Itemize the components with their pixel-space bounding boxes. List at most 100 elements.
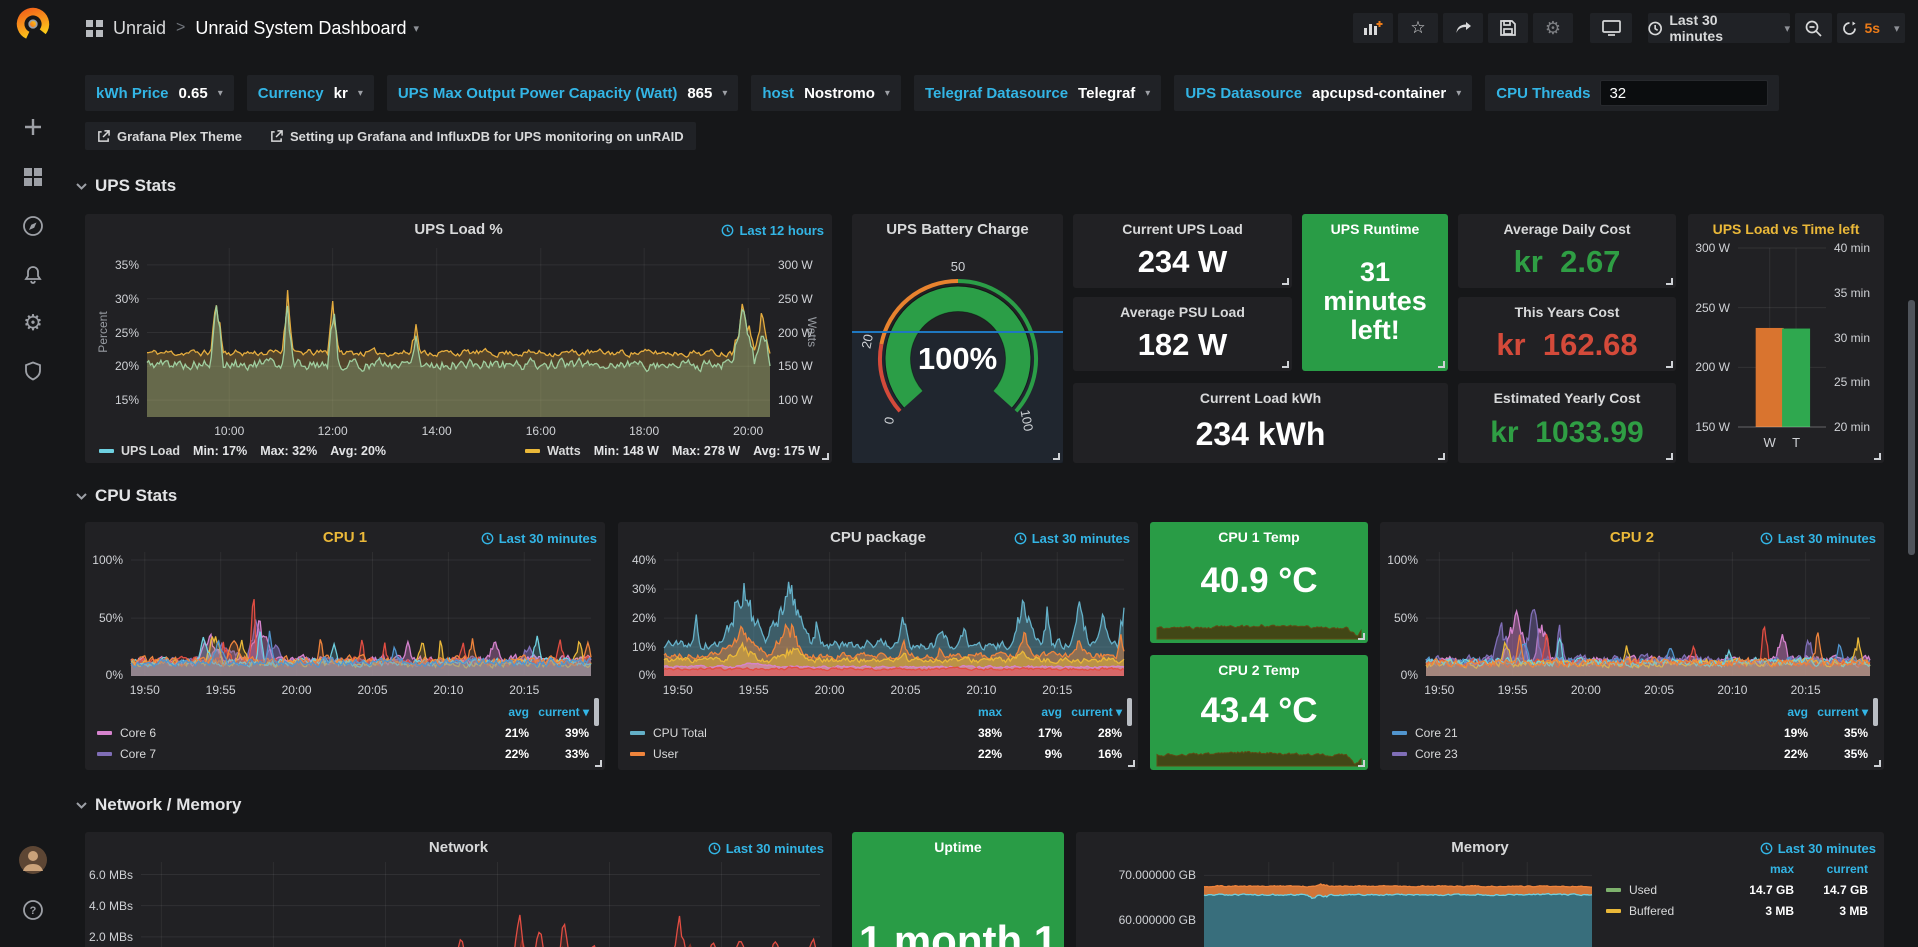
help-icon[interactable]: ? <box>0 893 66 927</box>
panel-title[interactable]: CPU package <box>830 529 926 546</box>
time-range-picker[interactable]: Last 30 minutes ▾ <box>1648 12 1790 44</box>
share-button[interactable] <box>1443 13 1483 43</box>
page-scrollbar[interactable] <box>1908 300 1915 555</box>
panel-title[interactable]: Uptime <box>934 839 982 855</box>
legend-column-header[interactable]: max <box>1769 861 1794 876</box>
section-cpu-stats[interactable]: CPU Stats <box>76 486 177 506</box>
dashboards-icon[interactable] <box>0 160 66 194</box>
panel-resize-handle[interactable] <box>595 760 602 767</box>
panel-resize-handle[interactable] <box>1666 278 1673 285</box>
legend-column-header[interactable]: current ▾ <box>538 704 589 719</box>
legend-scrollbar[interactable] <box>1127 698 1132 726</box>
panel-title[interactable]: Current Load kWh <box>1199 390 1322 406</box>
pan el-title[interactable]: CPU 2 Temp <box>1218 662 1300 678</box>
panel-resize-handle[interactable] <box>1053 453 1060 460</box>
dashboard-settings-gear-icon[interactable]: ⚙ <box>1533 13 1573 43</box>
panel-title[interactable]: UPS Runtime <box>1330 221 1420 237</box>
panel-title[interactable]: Average PSU Load <box>1120 304 1245 320</box>
legend-series-name[interactable]: Core 23 <box>1415 746 1458 761</box>
panel-resize-handle[interactable] <box>1874 453 1881 460</box>
dashboard-grid-icon[interactable] <box>86 19 103 37</box>
refresh-picker[interactable]: 5s ▾ <box>1837 13 1905 43</box>
panel-title[interactable]: Current UPS Load <box>1122 221 1243 237</box>
panel-resize-handle[interactable] <box>1128 760 1135 767</box>
dashboard-link[interactable]: Grafana Plex Theme <box>97 129 242 144</box>
configuration-gear-icon[interactable]: ⚙ <box>23 310 43 335</box>
legend-series-name[interactable]: Used <box>1629 882 1658 897</box>
create-icon[interactable] <box>0 110 66 144</box>
panel-title[interactable]: Network <box>428 839 489 856</box>
chevron-down-icon[interactable]: ▾ <box>884 87 890 99</box>
save-button[interactable] <box>1488 13 1528 43</box>
chevron-down-icon[interactable]: ▾ <box>217 87 223 99</box>
variable-value[interactable]: 0.65 <box>178 84 208 102</box>
explore-compass-icon[interactable] <box>0 209 66 243</box>
panel-title[interactable]: Average Daily Cost <box>1503 221 1631 237</box>
dashboard-title-caret-icon[interactable]: ▾ <box>413 22 420 35</box>
panel-resize-handle[interactable] <box>1282 361 1289 368</box>
variable-value[interactable]: kr <box>333 84 348 102</box>
panel-time-range-link[interactable]: Last 30 minutes <box>1760 531 1876 546</box>
legend-column-header[interactable]: avg <box>1787 704 1808 719</box>
panel-resize-handle[interactable] <box>1438 453 1445 460</box>
variable-input[interactable]: 32 <box>1600 80 1769 106</box>
panel-title[interactable]: Estimated Yearly Cost <box>1493 390 1641 406</box>
legend-series-name[interactable]: Watts <box>547 444 581 458</box>
panel-time-range-link[interactable]: Last 30 minutes <box>1014 531 1130 546</box>
panel-time-range-link[interactable]: Last 30 minutes <box>1760 841 1876 856</box>
panel-title[interactable]: UPS Battery Charge <box>886 221 1029 238</box>
legend-column-header[interactable]: max <box>977 704 1002 719</box>
panel-time-range-link[interactable]: Last 30 minutes <box>481 531 597 546</box>
breadcrumb-root[interactable]: Unraid <box>113 17 167 38</box>
dashboard-title[interactable]: Unraid System Dashboard <box>195 17 407 38</box>
legend-series-name[interactable]: UPS Load <box>121 444 181 458</box>
add-panel-button[interactable] <box>1353 13 1393 43</box>
chevron-down-icon[interactable]: ▾ <box>357 87 363 99</box>
panel-title[interactable]: Memory <box>1451 839 1509 856</box>
panel-title[interactable]: This Years Cost <box>1514 304 1620 320</box>
variable-value[interactable]: 865 <box>687 84 713 102</box>
server-admin-shield-icon[interactable] <box>0 354 66 388</box>
tv-cycle-view-button[interactable] <box>1590 13 1632 43</box>
variable-value[interactable]: Nostromo <box>804 84 875 102</box>
legend-series-name[interactable]: Buffered <box>1629 903 1675 918</box>
panel-time-range-link[interactable]: Last 12 hours <box>721 223 824 238</box>
zoom-out-button[interactable] <box>1795 13 1832 43</box>
panel-resize-handle[interactable] <box>822 453 829 460</box>
panel-resize-handle[interactable] <box>1282 278 1289 285</box>
panel-resize-handle[interactable] <box>1874 760 1881 767</box>
legend-series-name[interactable]: CPU Total <box>653 725 707 740</box>
panel-time-range-link[interactable]: Last 30 minutes <box>708 841 824 856</box>
section-ups-stats[interactable]: UPS Stats <box>76 176 176 196</box>
legend-scrollbar[interactable] <box>594 698 599 726</box>
section-network-memory[interactable]: Network / Memory <box>76 795 241 815</box>
grafana-logo[interactable] <box>0 7 66 41</box>
legend-column-header[interactable]: avg <box>1041 704 1062 719</box>
legend-column-header[interactable]: current ▾ <box>1817 704 1868 719</box>
panel-title[interactable]: CPU 1 Temp <box>1218 529 1300 545</box>
legend-series-name[interactable]: Core 21 <box>1415 725 1458 740</box>
panel-title[interactable]: CPU 2 <box>1609 529 1655 546</box>
user-avatar[interactable] <box>0 843 66 877</box>
legend-column-header[interactable]: avg <box>508 704 529 719</box>
chevron-down-icon[interactable]: ▾ <box>1456 87 1462 99</box>
panel-title[interactable]: UPS Load % <box>414 221 503 238</box>
panel-title[interactable]: UPS Load vs Time left <box>1712 221 1860 237</box>
panel-resize-handle[interactable] <box>1358 760 1365 767</box>
legend-series-name[interactable]: Core 7 <box>120 746 157 761</box>
alerting-bell-icon[interactable] <box>0 258 66 292</box>
legend-series-name[interactable]: Core 6 <box>120 725 157 740</box>
chevron-down-icon[interactable]: ▾ <box>1145 87 1151 99</box>
panel-resize-handle[interactable] <box>1666 453 1673 460</box>
legend-column-header[interactable]: current <box>1826 861 1868 876</box>
dashboard-link[interactable]: Setting up Grafana and InfluxDB for UPS … <box>270 129 684 144</box>
panel-resize-handle[interactable] <box>1666 361 1673 368</box>
chevron-down-icon[interactable]: ▾ <box>722 87 728 99</box>
legend-column-header[interactable]: current ▾ <box>1071 704 1122 719</box>
panel-resize-handle[interactable] <box>1438 361 1445 368</box>
legend-series-name[interactable]: User <box>653 746 679 761</box>
star-button[interactable]: ☆ <box>1398 13 1438 43</box>
variable-value[interactable]: apcupsd-container <box>1312 84 1447 102</box>
panel-title[interactable]: CPU 1 <box>322 529 368 546</box>
variable-value[interactable]: Telegraf <box>1078 84 1136 102</box>
